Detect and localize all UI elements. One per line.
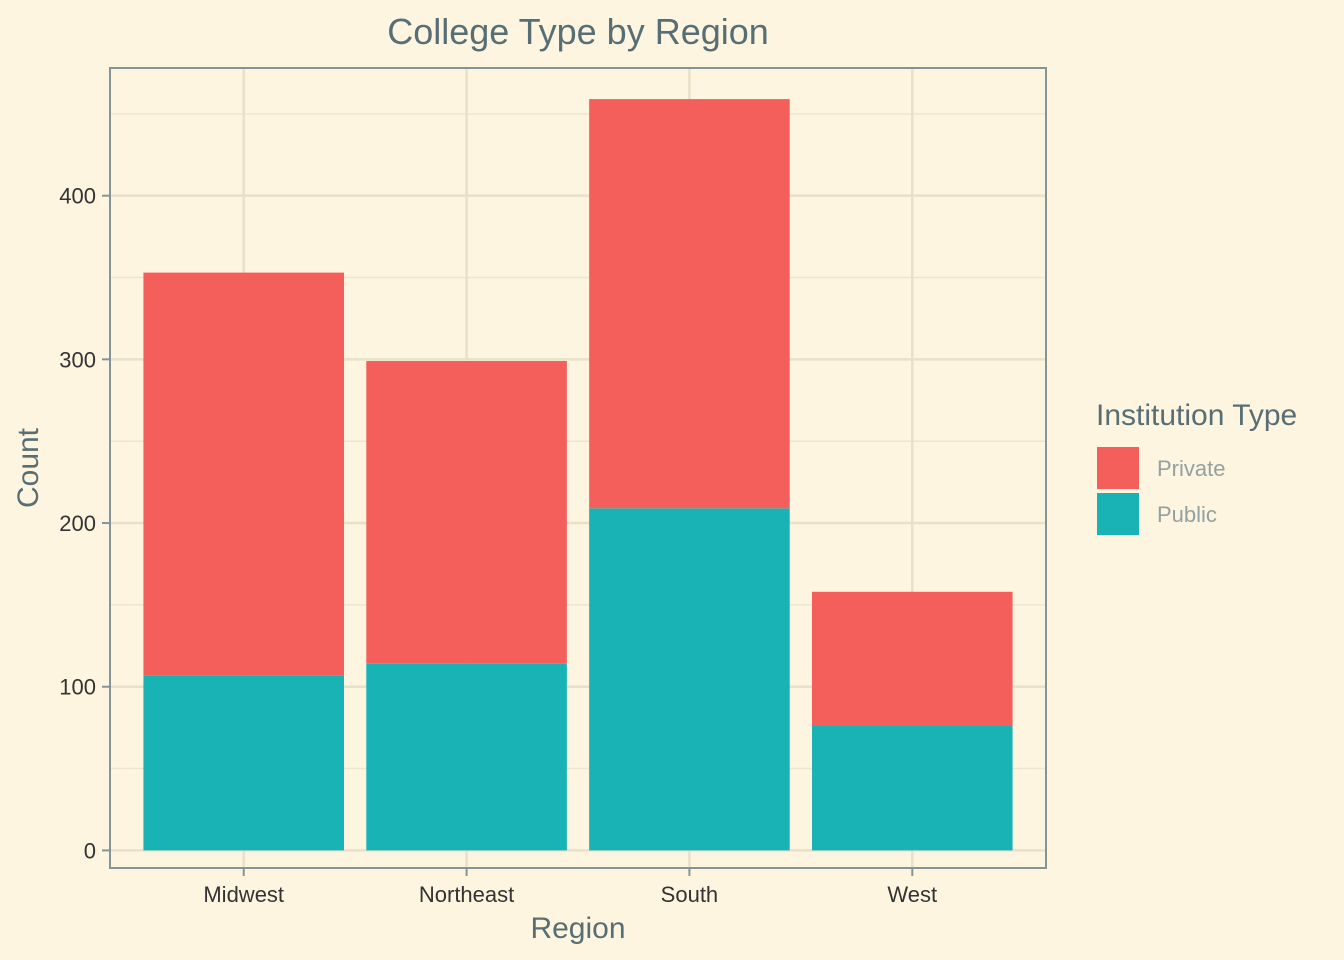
- legend-title: Institution Type: [1096, 399, 1297, 432]
- bar-west-public: [812, 725, 1013, 851]
- x-axis: Midwest Northeast South West: [203, 868, 937, 907]
- x-axis-title: Region: [530, 912, 625, 945]
- x-tick-label: South: [661, 882, 719, 907]
- y-tick-label: 100: [59, 675, 96, 700]
- legend-swatch-public: [1097, 493, 1139, 535]
- chart-title: College Type by Region: [387, 11, 769, 52]
- legend: Institution Type Private Public: [1096, 399, 1297, 535]
- bar-south-private: [589, 99, 790, 509]
- y-axis: 0 100 200 300 400: [59, 184, 110, 863]
- bar-northeast-private: [366, 360, 567, 664]
- plot-border: [109, 67, 1047, 869]
- bars: [143, 99, 1013, 851]
- x-tick-label: West: [887, 882, 937, 907]
- bar-midwest-private: [143, 272, 344, 676]
- legend-label-private: Private: [1157, 456, 1225, 481]
- y-tick-label: 400: [59, 184, 96, 209]
- y-axis-title: Count: [12, 427, 45, 508]
- y-tick-label: 300: [59, 347, 96, 372]
- bar-west-private: [812, 591, 1013, 726]
- legend-label-public: Public: [1157, 502, 1217, 527]
- x-tick-label: Midwest: [203, 882, 284, 907]
- y-tick-label: 200: [59, 511, 96, 536]
- x-tick-label: Northeast: [419, 882, 514, 907]
- bar-northeast-public: [366, 663, 567, 851]
- bar-midwest-public: [143, 675, 344, 851]
- bar-south-public: [589, 508, 790, 851]
- y-tick-label: 0: [84, 838, 96, 863]
- legend-swatch-private: [1097, 447, 1139, 489]
